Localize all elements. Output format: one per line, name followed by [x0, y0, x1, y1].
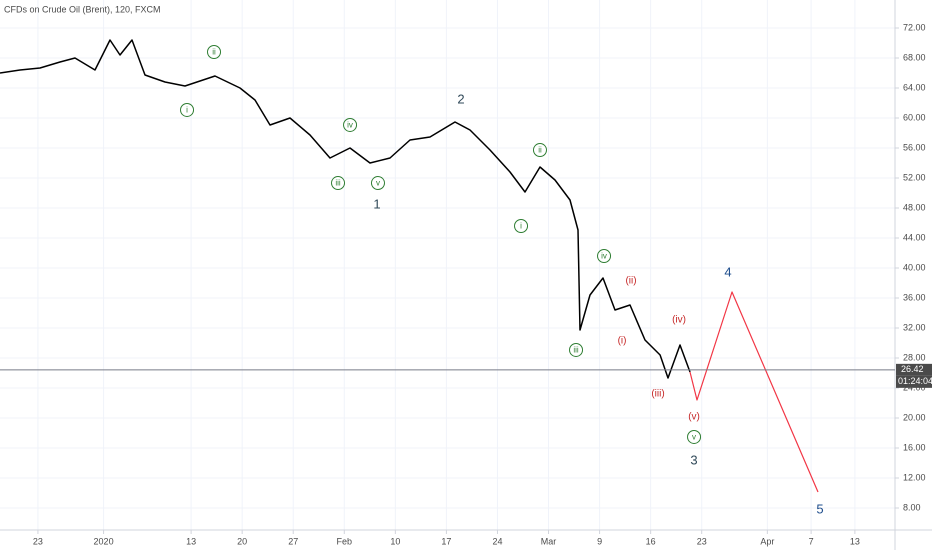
wave-label: (v) [688, 412, 700, 423]
x-tick-label: 2020 [94, 536, 114, 546]
x-tick-label: Feb [337, 536, 353, 546]
wave-label: iv [601, 252, 607, 261]
wave-label: v [376, 179, 380, 188]
y-tick-label: 48.00 [903, 202, 926, 212]
y-tick-label: 36.00 [903, 292, 926, 302]
wave-label: v [692, 433, 696, 442]
y-tick-label: 72.00 [903, 22, 926, 32]
price-label-box [896, 363, 932, 376]
x-tick-label: 16 [646, 536, 656, 546]
wave-label: iii [335, 179, 341, 188]
wave-label: ii [538, 146, 542, 155]
wave-circle [370, 176, 385, 191]
y-tick-label: 52.00 [903, 172, 926, 182]
price-label: 26.42 [901, 364, 924, 374]
wave-circle [180, 102, 195, 117]
wave-label: 2 [457, 91, 464, 106]
wave-circle [514, 219, 529, 233]
countdown-box [896, 375, 932, 388]
price-line-series [0, 39, 691, 379]
wave-label: iv [347, 121, 353, 130]
x-tick-label: 13 [850, 536, 860, 546]
wave-label: 5 [816, 501, 823, 516]
y-tick-label: 8.00 [903, 502, 921, 512]
wave-label: (iv) [672, 315, 686, 326]
y-tick-label: 64.00 [903, 82, 926, 92]
y-tick-label: 56.00 [903, 142, 926, 152]
wave-circle [532, 143, 547, 158]
x-tick-label: 23 [697, 536, 707, 546]
countdown-label: 01:24:04 [898, 376, 932, 386]
wave-label: 4 [724, 264, 731, 279]
x-tick-label: 17 [441, 536, 451, 546]
grid [0, 0, 895, 530]
wave-label: i [186, 106, 188, 115]
y-tick-label: 40.00 [903, 262, 926, 272]
wave-circle [569, 342, 584, 357]
wave-circle [331, 176, 346, 191]
wave-circle [343, 117, 358, 132]
x-tick-label: 20 [237, 536, 247, 546]
wave-circle [687, 429, 702, 444]
wave-label: iii [573, 346, 579, 355]
price-line-series [689, 291, 819, 493]
y-tick-label: 60.00 [903, 112, 926, 122]
y-tick-label: 28.00 [903, 352, 926, 362]
wave-label: (ii) [625, 276, 636, 287]
y-tick-label: 68.00 [903, 52, 926, 62]
x-tick-label: 9 [597, 536, 602, 546]
y-tick-label: 44.00 [903, 232, 926, 242]
wave-label: ii [212, 48, 216, 57]
x-tick-label: 24 [492, 536, 502, 546]
y-tick-label: 16.00 [903, 442, 926, 452]
wave-circle [207, 45, 222, 59]
x-tick-label: 13 [186, 536, 196, 546]
x-tick-label: Apr [760, 536, 774, 546]
x-tick-label: 23 [33, 536, 43, 546]
y-tick-label: 12.00 [903, 472, 926, 482]
chart-title: CFDs on Crude Oil (Brent), 120, FXCM [4, 4, 161, 14]
wave-label: (iii) [651, 389, 664, 400]
x-tick-label: Mar [541, 536, 557, 546]
y-tick-label: 32.00 [903, 322, 926, 332]
wave-label: (i) [618, 336, 627, 347]
wave-label: 1 [373, 196, 380, 211]
x-tick-label: 7 [809, 536, 814, 546]
x-tick-label: 27 [288, 536, 298, 546]
x-tick-label: 10 [390, 536, 400, 546]
y-tick-label: 20.00 [903, 412, 926, 422]
wave-circle [597, 249, 612, 263]
wave-label: 3 [690, 452, 697, 467]
wave-label: i [520, 222, 522, 231]
